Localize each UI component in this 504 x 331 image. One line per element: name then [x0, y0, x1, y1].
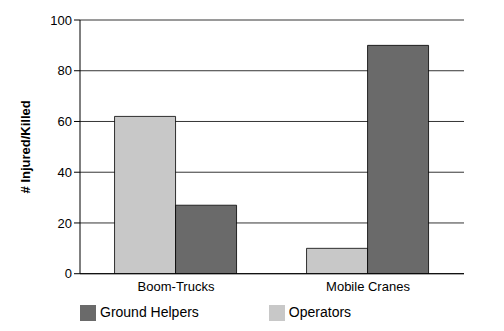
svg-text:20: 20 — [58, 216, 72, 231]
svg-text:40: 40 — [58, 165, 72, 180]
html-text:Ground Helpers: Ground Helpers — [100, 303, 199, 320]
svg-text:Mobile Cranes: Mobile Cranes — [326, 279, 410, 294]
svg-text:0: 0 — [65, 266, 72, 281]
svg-text:80: 80 — [58, 63, 72, 78]
svg-text:60: 60 — [58, 114, 72, 129]
svg-text:100: 100 — [50, 13, 72, 28]
html-text:Operators: Operators — [288, 303, 352, 320]
svg-text:# Injured/Killed: # Injured/Killed — [18, 100, 33, 193]
svg-text:Boom-Trucks: Boom-Trucks — [138, 279, 215, 294]
